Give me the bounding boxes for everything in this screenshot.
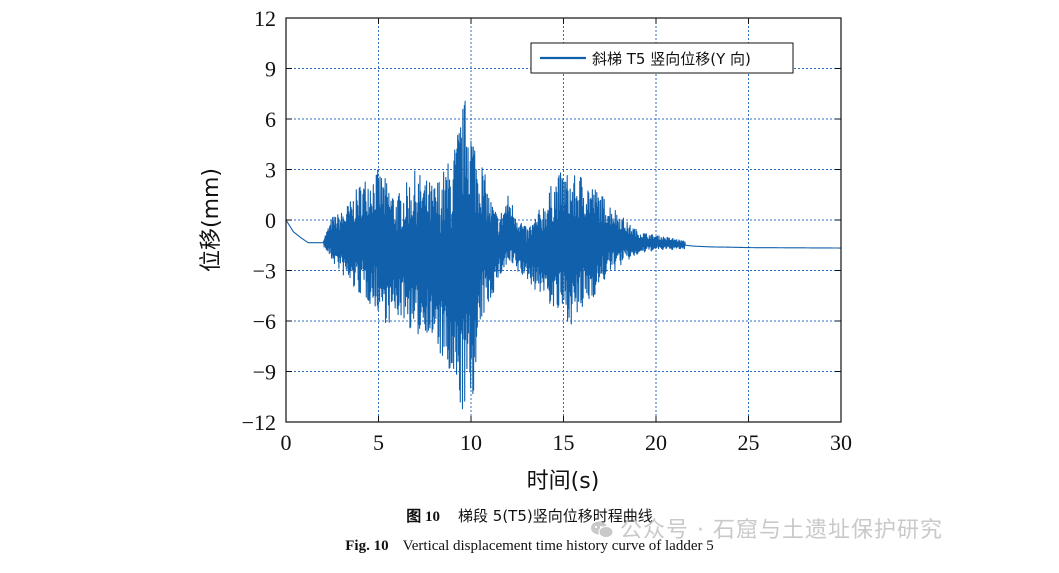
y-tick-labels: 12 9 6 3 0 −3 −6 −9 −12 <box>242 6 276 435</box>
y-tick-label: 12 <box>254 6 276 31</box>
x-tick-label: 0 <box>281 430 292 455</box>
y-tick-label: 0 <box>265 208 276 233</box>
watermark: 公众号 · 石窟与土遗址保护研究 <box>590 512 943 544</box>
y-tick-label: −12 <box>242 410 276 435</box>
legend-label: 斜梯 T5 竖向位移(Y 向) <box>592 50 751 68</box>
figure-title-cn: 梯段 5(T5)竖向位移时程曲线 <box>458 507 653 525</box>
x-tick-label: 5 <box>373 430 384 455</box>
x-tick-labels: 0 5 10 15 20 25 30 <box>281 430 853 455</box>
y-tick-label: −6 <box>253 309 276 334</box>
legend: 斜梯 T5 竖向位移(Y 向) <box>530 42 794 74</box>
y-tick-label: 6 <box>265 107 276 132</box>
wechat-icon <box>591 521 614 538</box>
y-tick-label: 9 <box>265 57 276 82</box>
figure-caption-cn: 图 10 梯段 5(T5)竖向位移时程曲线 <box>0 505 1059 526</box>
x-tick-label: 25 <box>738 430 760 455</box>
figure-number-en: Fig. 10 <box>345 538 389 554</box>
series-line <box>285 100 842 410</box>
x-axis-label: 时间(s) <box>527 469 600 494</box>
y-tick-label: −3 <box>253 259 276 284</box>
watermark-text: 公众号 · 石窟与土遗址保护研究 <box>620 518 943 543</box>
y-tick-label: 3 <box>265 158 276 183</box>
x-tick-label: 10 <box>460 430 482 455</box>
figure-title-en: Vertical displacement time history curve… <box>402 538 714 554</box>
y-axis-label: 位移(mm) <box>199 168 224 272</box>
x-tick-label: 20 <box>645 430 667 455</box>
series-layer <box>285 100 842 410</box>
x-tick-label: 15 <box>553 430 575 455</box>
y-tick-label: −9 <box>253 360 276 385</box>
figure-caption-en: Fig. 10 Vertical displacement time histor… <box>0 538 1059 555</box>
x-tick-label: 30 <box>830 430 852 455</box>
figure-number-cn: 图 10 <box>406 509 441 525</box>
ticks <box>285 17 842 423</box>
